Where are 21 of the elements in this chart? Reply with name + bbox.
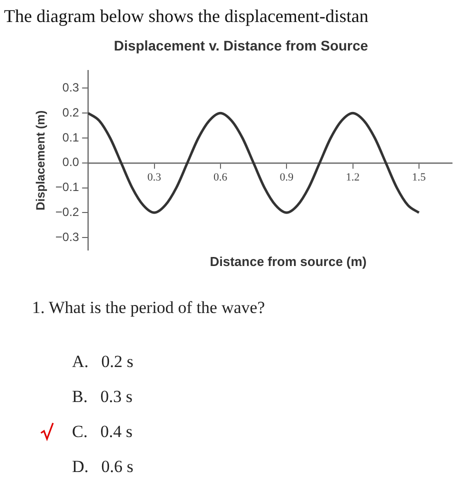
text: D. 0.6 s [72,457,134,477]
x-tick-label: 1.2 [346,171,360,184]
text: A. 0.2 s [72,352,134,372]
y-tick-label: 0.2 [62,105,80,120]
y-tick-label: 0.1 [62,130,80,144]
x-tick-label: 0.6 [214,171,228,184]
x-tick-label: 1.5 [412,171,426,184]
chart-title: The diagram below shows the displacement-distan [4,6,368,27]
x-tick-label: 0.3 [147,171,162,184]
chart-subtitle: Displacement v. Distance from Source [114,37,368,54]
text: C. 0.4 s [72,422,132,442]
y-tick-label: −0.1 [55,180,80,194]
x-axis-title: Distance from source (m) [210,254,367,270]
y-tick-label: −0.3 [55,230,80,244]
y-tick-label: 0.3 [62,80,80,95]
text: B. 0.3 s [72,387,132,407]
text: 1. What is the period of the wave? [32,298,265,318]
y-axis-title: Displacement (m) [34,110,48,210]
y-tick-label: −0.2 [55,204,80,219]
x-tick-label: 0.9 [280,171,294,184]
y-tick-label: 0.0 [62,155,80,170]
